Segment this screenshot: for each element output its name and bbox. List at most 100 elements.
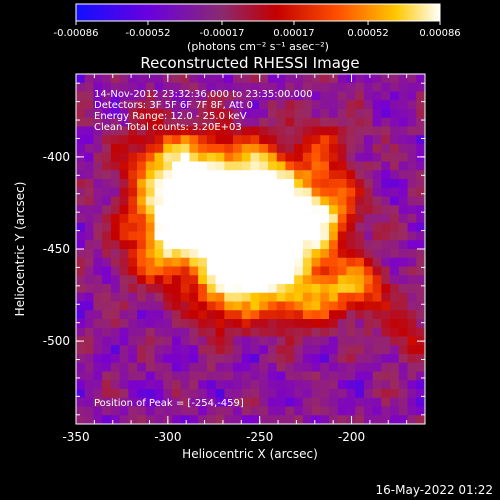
- heatmap-cell: [267, 152, 278, 163]
- heatmap-cell: [76, 144, 86, 154]
- annotation-line: Clean Total counts: 3.20E+03: [94, 122, 242, 133]
- heatmap-cell: [110, 205, 121, 215]
- heatmap-cell: [102, 161, 112, 171]
- heatmap-cell: [276, 231, 286, 241]
- heatmap-cell: [346, 187, 356, 198]
- heatmap-cell: [416, 144, 425, 154]
- heatmap-cell: [302, 389, 313, 399]
- heatmap-cell: [93, 240, 103, 250]
- heatmap-cell: [276, 117, 286, 128]
- heatmap-cell: [407, 240, 417, 250]
- heatmap-cell: [285, 205, 295, 215]
- heatmap-cell: [163, 222, 173, 233]
- heatmap-cell: [93, 257, 103, 268]
- heatmap-cell: [372, 82, 382, 93]
- heatmap-cell: [233, 406, 243, 416]
- heatmap-cell: [163, 187, 173, 198]
- heatmap-cell: [145, 214, 156, 224]
- heatmap-cell: [329, 152, 339, 163]
- heatmap-cell: [250, 275, 260, 285]
- heatmap-cell: [320, 126, 330, 136]
- heatmap-cell: [267, 406, 278, 416]
- heatmap-cell: [154, 389, 164, 399]
- heatmap-cell: [372, 397, 382, 408]
- heatmap-cell: [128, 354, 138, 364]
- heatmap-cell: [337, 266, 348, 276]
- heatmap-cell: [241, 170, 252, 180]
- heatmap-cell: [128, 170, 138, 180]
- heatmap-cell: [372, 415, 382, 424]
- heatmap-cell: [416, 205, 425, 215]
- heatmap-cell: [137, 301, 147, 311]
- heatmap-cell: [285, 135, 295, 145]
- heatmap-cell: [189, 362, 199, 373]
- heatmap-cell: [119, 196, 129, 206]
- heatmap-cell: [76, 74, 86, 84]
- heatmap-cell: [224, 415, 234, 424]
- heatmap-cell: [119, 389, 129, 399]
- heatmap-cell: [329, 397, 339, 408]
- heatmap-cell: [119, 126, 129, 136]
- heatmap-cell: [163, 161, 173, 171]
- colorbar-tick-label: -0.00052: [125, 28, 170, 39]
- heatmap-cell: [407, 135, 417, 145]
- heatmap-cell: [102, 257, 112, 268]
- heatmap-cell: [233, 266, 243, 276]
- heatmap-cell: [110, 257, 121, 268]
- heatmap-cell: [416, 389, 425, 399]
- heatmap-cell: [416, 240, 425, 250]
- heatmap-cell: [250, 187, 260, 198]
- heatmap-cell: [416, 82, 425, 93]
- heatmap-cell: [337, 161, 348, 171]
- heatmap-cell: [189, 301, 199, 311]
- heatmap-cell: [311, 292, 321, 303]
- heatmap-cell: [416, 345, 425, 355]
- heatmap-cell: [145, 82, 156, 93]
- heatmap-cell: [416, 397, 425, 408]
- heatmap-cell: [372, 257, 382, 268]
- heatmap-cell: [267, 389, 278, 399]
- heatmap-cell: [355, 371, 365, 381]
- heatmap-cell: [398, 161, 409, 171]
- heatmap-cell: [76, 82, 86, 93]
- heatmap-cell: [416, 354, 425, 364]
- heatmap-cell: [189, 319, 199, 329]
- heatmap-cell: [346, 389, 356, 399]
- heatmap-cell: [145, 152, 156, 163]
- heatmap-cell: [337, 327, 348, 338]
- heatmap-cell: [241, 415, 252, 424]
- heatmap-cell: [154, 205, 164, 215]
- heatmap-cell: [355, 301, 365, 311]
- heatmap-cell: [233, 319, 243, 329]
- heatmap-cell: [128, 284, 138, 294]
- heatmap-cell: [363, 135, 374, 145]
- heatmap-cell: [337, 100, 348, 110]
- heatmap-cell: [390, 82, 400, 93]
- heatmap-cell: [259, 275, 269, 285]
- heatmap-cell: [250, 319, 260, 329]
- heatmap-cell: [171, 170, 182, 180]
- heatmap-cell: [128, 292, 138, 303]
- heatmap-cell: [154, 82, 164, 93]
- heatmap-cell: [233, 345, 243, 355]
- heatmap-cell: [145, 74, 156, 84]
- heatmap-cell: [398, 301, 409, 311]
- heatmap-cell: [381, 161, 391, 171]
- heatmap-cell: [84, 284, 95, 294]
- heatmap-cell: [102, 126, 112, 136]
- heatmap-cell: [163, 397, 173, 408]
- heatmap-cell: [285, 301, 295, 311]
- heatmap-cell: [381, 170, 391, 180]
- heatmap-cell: [372, 222, 382, 233]
- heatmap-cell: [145, 345, 156, 355]
- heatmap-cell: [259, 389, 269, 399]
- heatmap-cell: [224, 301, 234, 311]
- heatmap-cell: [215, 257, 225, 268]
- heatmap-cell: [93, 82, 103, 93]
- heatmap-cell: [267, 240, 278, 250]
- heatmap-cell: [329, 179, 339, 189]
- heatmap-cell: [329, 161, 339, 171]
- heatmap-cell: [372, 161, 382, 171]
- heatmap-cell: [363, 397, 374, 408]
- heatmap-cell: [163, 144, 173, 154]
